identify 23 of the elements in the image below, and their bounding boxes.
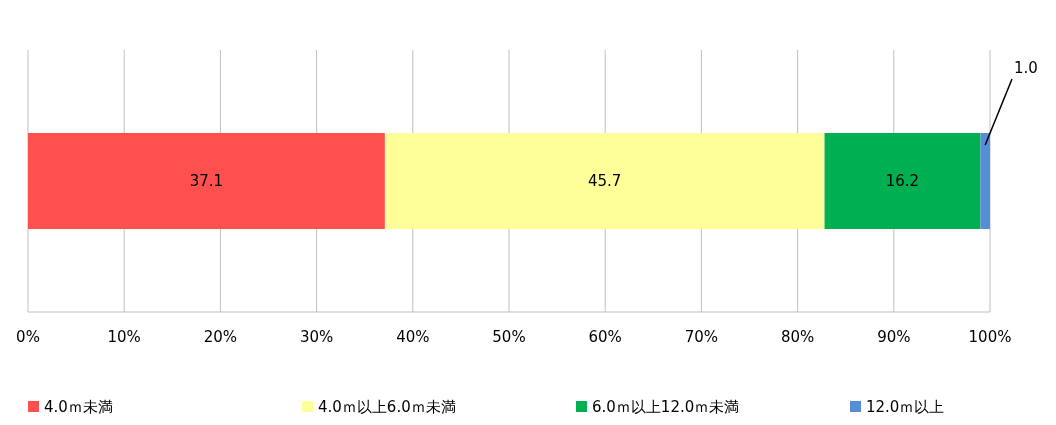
bar [384,133,825,229]
legend-label: 6.0ｍ以上12.0ｍ未満 [592,398,740,416]
x-tick-label: 90% [877,328,911,346]
x-tick-label: 20% [203,328,238,346]
legend-label: 4.0ｍ未満 [44,398,113,416]
x-tick-label: 50% [492,328,526,346]
data-label: 45.7 [588,172,622,190]
bar [28,133,385,229]
x-tick-label: 0% [16,328,40,346]
x-tick-label: 70% [684,328,719,346]
bar [980,133,990,229]
legend-label: 4.0ｍ以上6.0ｍ未満 [318,398,456,416]
x-tick-label: 60% [588,328,622,346]
x-tick-label: 40% [396,328,430,346]
data-label: 37.1 [189,172,224,190]
x-tick-label: 80% [780,328,815,346]
data-label: 16.2 [885,172,920,190]
bar [824,133,981,229]
x-tick-label: 10% [107,328,141,346]
x-tick-label: 100% [968,328,1012,346]
x-tick-label: 30% [299,328,334,346]
data-label: 1.0 [1014,59,1038,77]
legend-label: 12.0ｍ以上 [866,398,945,416]
